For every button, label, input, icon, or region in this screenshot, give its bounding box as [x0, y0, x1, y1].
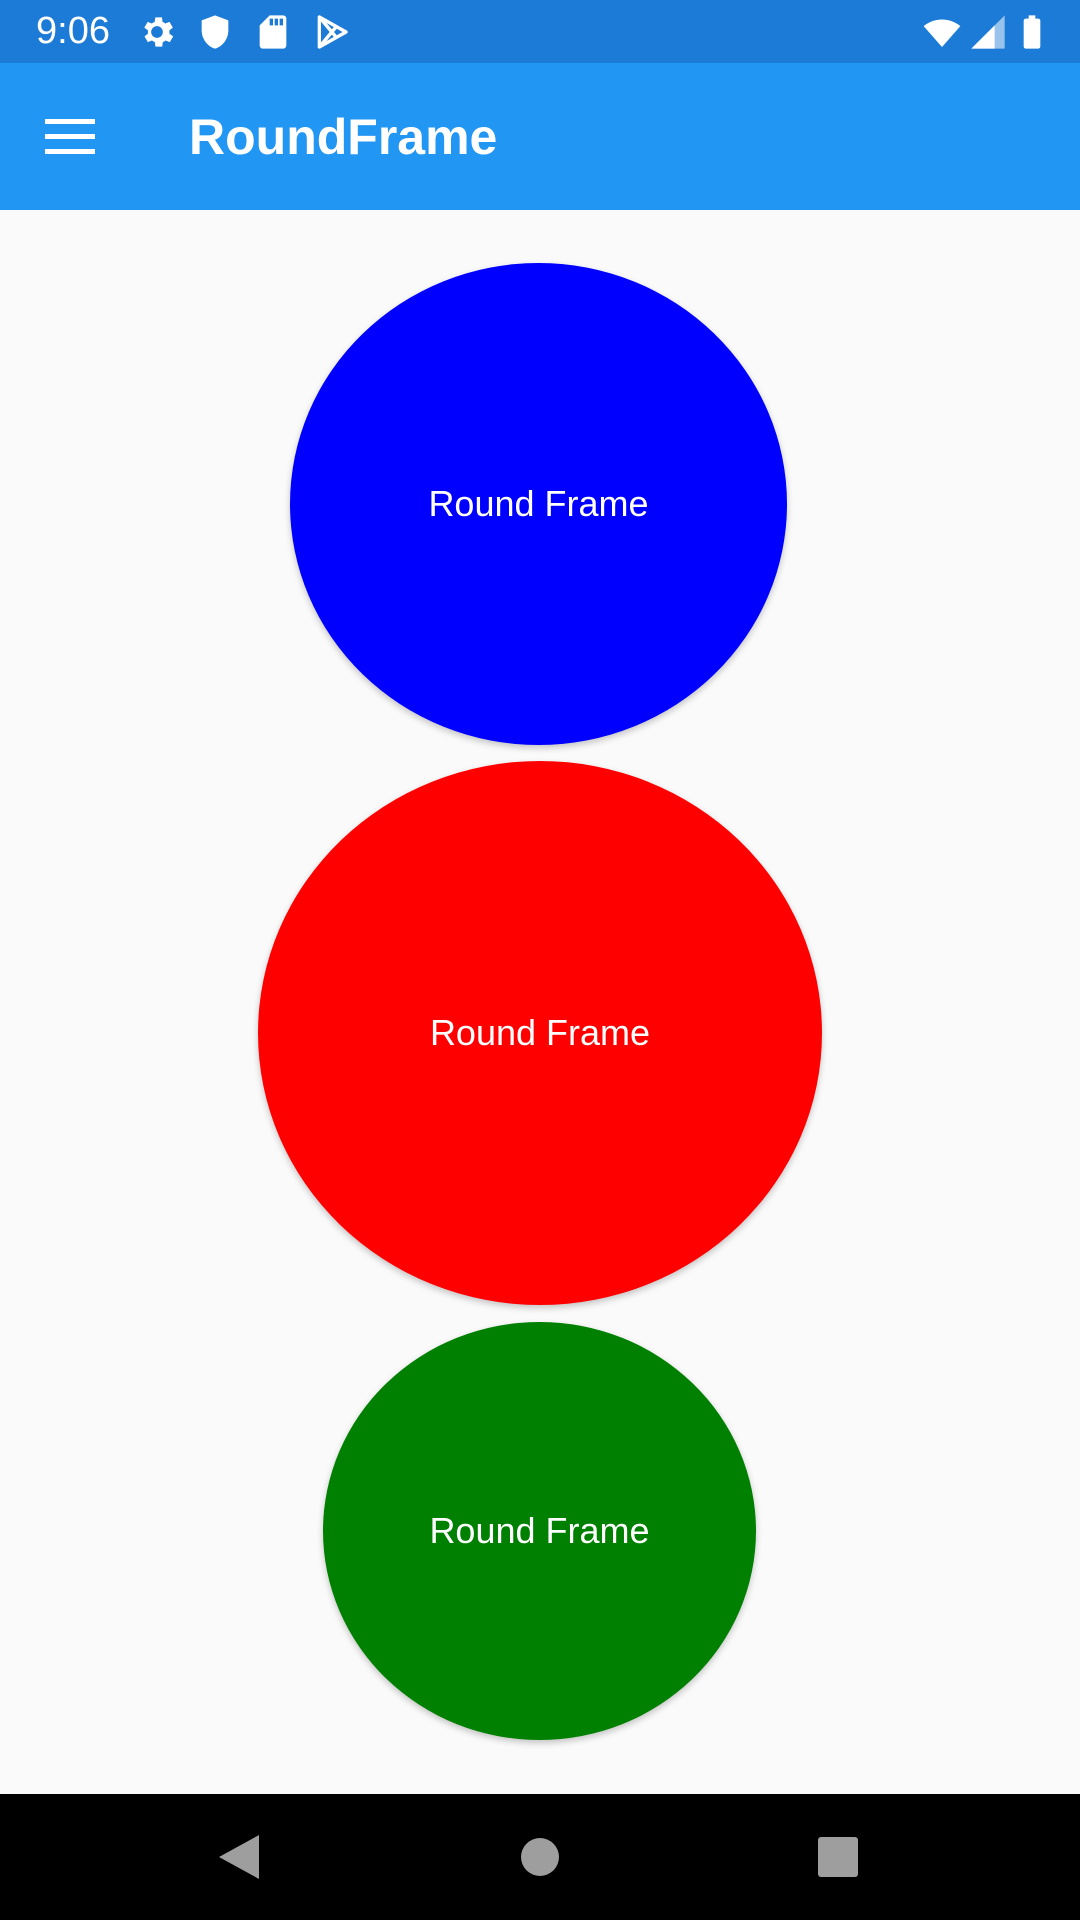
home-icon: [520, 1837, 560, 1877]
recents-icon: [817, 1836, 859, 1878]
back-icon: [217, 1833, 261, 1881]
round-frame-green: Round Frame: [323, 1322, 756, 1740]
home-button[interactable]: [510, 1827, 570, 1887]
sd-card-icon: [253, 12, 293, 52]
wifi-icon: [922, 12, 962, 52]
status-bar: 9:06: [0, 0, 1080, 63]
shield-icon: [195, 12, 235, 52]
signal-icon: [968, 12, 1008, 52]
play-store-icon: [311, 12, 351, 52]
battery-icon: [1012, 12, 1052, 52]
round-frame-label: Round Frame: [429, 1510, 650, 1551]
navigation-bar: [0, 1794, 1080, 1920]
recents-button[interactable]: [808, 1827, 868, 1887]
hamburger-menu-icon: [45, 117, 99, 157]
round-frame-red: Round Frame: [258, 761, 822, 1305]
page-title: RoundFrame: [189, 109, 498, 165]
content-area: Round Frame Round Frame Round Frame: [0, 210, 1080, 1794]
gear-icon: [137, 12, 177, 52]
menu-button[interactable]: [32, 102, 112, 172]
round-frame-label: Round Frame: [428, 483, 649, 524]
app-bar: RoundFrame: [0, 63, 1080, 210]
status-time: 9:06: [36, 10, 110, 52]
round-frame-label: Round Frame: [429, 1012, 651, 1053]
round-frame-blue: Round Frame: [290, 263, 787, 745]
back-button[interactable]: [209, 1827, 269, 1887]
